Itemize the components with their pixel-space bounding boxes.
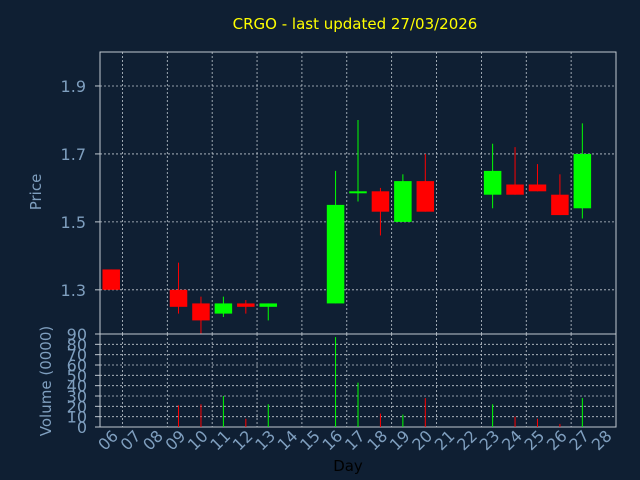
candle-body xyxy=(551,194,569,216)
volume-tick-label: 10 xyxy=(67,408,87,427)
candle-body xyxy=(528,184,547,192)
price-axis-label: Price xyxy=(27,174,45,211)
volume-tick-label: 90 xyxy=(67,325,87,344)
price-tick-label: 1.3 xyxy=(61,281,86,300)
candle-body xyxy=(349,191,367,194)
price-tick-label: 1.9 xyxy=(61,77,86,96)
volume-tick-label: 70 xyxy=(67,346,87,365)
volume-tick-label: 60 xyxy=(67,356,87,375)
volume-panel: 0102030405060708090060708091011121314151… xyxy=(67,325,617,454)
price-tick-label: 1.5 xyxy=(61,213,86,232)
day-axis-label: Day xyxy=(333,457,363,475)
candle-body xyxy=(102,269,120,290)
candle-body xyxy=(371,191,390,212)
candle-body xyxy=(192,303,210,321)
candle-body xyxy=(483,170,502,195)
volume-tick-label: 0 xyxy=(77,418,87,437)
volume-tick-label: 50 xyxy=(67,366,87,385)
candle-body xyxy=(573,153,592,209)
chart-title: CRGO - last updated 27/03/2026 xyxy=(233,15,478,33)
volume-tick-label: 30 xyxy=(67,387,87,406)
volume-axis-label: Volume (0000) xyxy=(37,326,55,436)
candle-body xyxy=(259,303,278,307)
volume-tick-label: 80 xyxy=(67,335,87,354)
candle-body xyxy=(506,184,524,195)
price-panel: 1.3 1.5 1.7 1.9 xyxy=(61,51,617,335)
candle-body xyxy=(326,204,345,304)
price-tick-label: 1.7 xyxy=(61,145,86,164)
volume-tick-label: 40 xyxy=(67,377,87,396)
candle-body xyxy=(394,181,412,222)
candle-body xyxy=(237,303,255,307)
day-tick-label: 28 xyxy=(588,426,616,454)
volume-tick-label: 20 xyxy=(67,397,87,416)
candle-body xyxy=(169,289,188,307)
candle-body xyxy=(416,181,435,212)
candle-body xyxy=(214,303,233,314)
